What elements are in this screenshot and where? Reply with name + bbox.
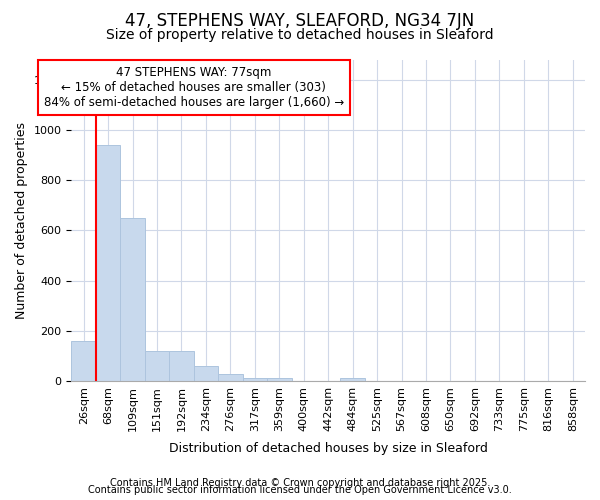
Bar xyxy=(145,351,169,381)
Bar xyxy=(169,351,194,381)
Bar xyxy=(242,378,267,381)
Bar xyxy=(218,374,242,381)
Text: Contains HM Land Registry data © Crown copyright and database right 2025.: Contains HM Land Registry data © Crown c… xyxy=(110,478,490,488)
Bar xyxy=(96,145,121,381)
Text: 47, STEPHENS WAY, SLEAFORD, NG34 7JN: 47, STEPHENS WAY, SLEAFORD, NG34 7JN xyxy=(125,12,475,30)
Text: Contains public sector information licensed under the Open Government Licence v3: Contains public sector information licen… xyxy=(88,485,512,495)
Bar xyxy=(267,378,292,381)
Bar xyxy=(71,341,96,381)
Bar xyxy=(194,366,218,381)
Text: Size of property relative to detached houses in Sleaford: Size of property relative to detached ho… xyxy=(106,28,494,42)
X-axis label: Distribution of detached houses by size in Sleaford: Distribution of detached houses by size … xyxy=(169,442,488,455)
Text: 47 STEPHENS WAY: 77sqm
← 15% of detached houses are smaller (303)
84% of semi-de: 47 STEPHENS WAY: 77sqm ← 15% of detached… xyxy=(44,66,344,110)
Bar xyxy=(121,218,145,381)
Y-axis label: Number of detached properties: Number of detached properties xyxy=(15,122,28,319)
Bar xyxy=(340,378,365,381)
